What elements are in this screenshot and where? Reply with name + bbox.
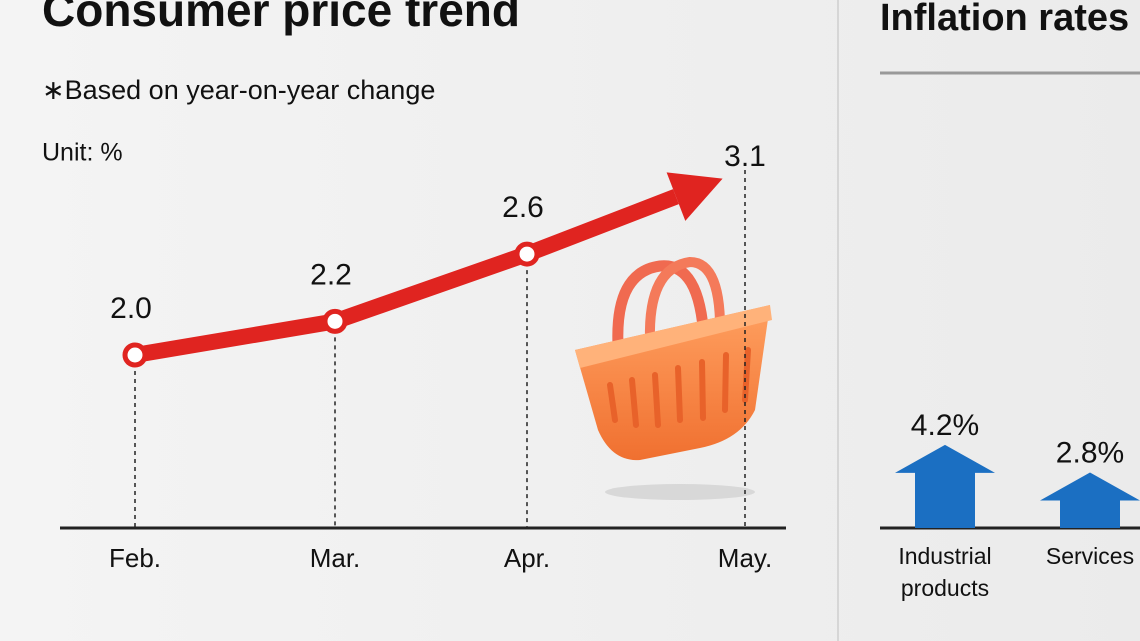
data-label: 2.2 <box>310 258 352 291</box>
point <box>322 308 348 334</box>
x-tick-label: May. <box>718 543 772 573</box>
x-tick-label: Feb. <box>109 543 161 573</box>
panel-title: Inflation rates <box>880 0 1129 39</box>
trend-line <box>133 189 679 363</box>
chart-title: Consumer price trend <box>42 0 520 36</box>
x-tick-label: Mar. <box>310 543 361 573</box>
data-label: 2.0 <box>110 292 152 325</box>
data-label: 2.6 <box>502 191 544 224</box>
point <box>514 241 540 267</box>
category-label-box: Industrial products <box>898 543 992 601</box>
arrow-head <box>666 172 723 221</box>
data-label: 2.8% <box>1056 436 1124 469</box>
arrow-bar <box>895 444 995 528</box>
x-tick-label: Services <box>1045 543 1135 569</box>
category-label-box: Services <box>1045 543 1135 569</box>
arrow-bar <box>1040 472 1140 528</box>
point <box>122 342 148 368</box>
x-tick-label: Apr. <box>504 543 550 573</box>
data-label: 4.2% <box>911 409 979 442</box>
unit-label: Unit: % <box>42 139 123 167</box>
data-label: 3.1 <box>724 140 766 173</box>
subtitle: ∗Based on year-on-year change <box>42 75 435 105</box>
basket-illustration <box>575 256 772 500</box>
x-tick-label: Industrial products <box>898 543 992 601</box>
